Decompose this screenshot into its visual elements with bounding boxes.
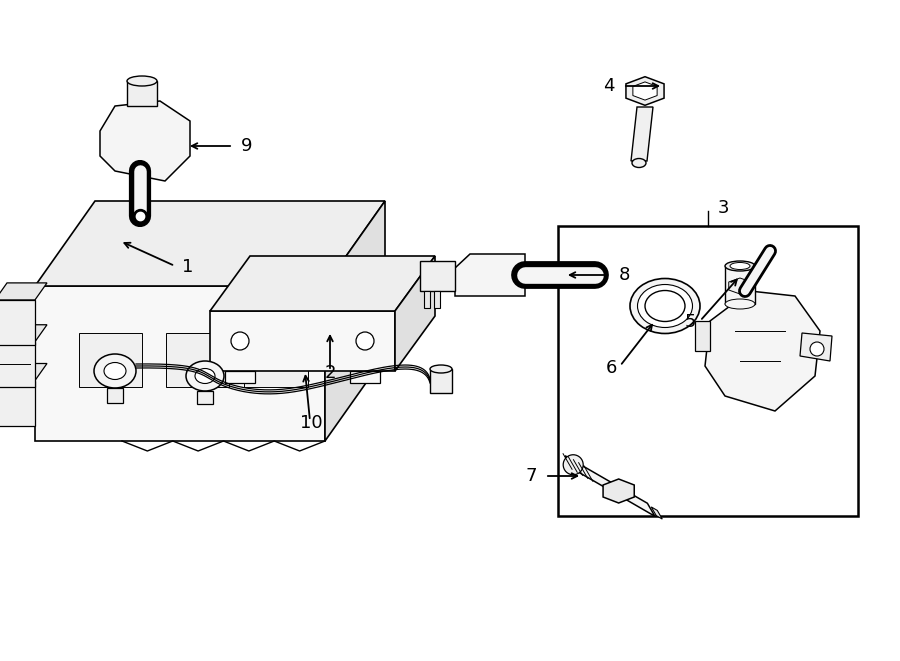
Text: 2: 2 bbox=[324, 364, 336, 382]
Bar bbox=[558, 226, 858, 516]
Circle shape bbox=[585, 265, 605, 285]
Ellipse shape bbox=[645, 290, 685, 321]
Text: 4: 4 bbox=[603, 77, 615, 95]
Text: 1: 1 bbox=[182, 258, 194, 276]
Polygon shape bbox=[729, 278, 751, 294]
Polygon shape bbox=[35, 286, 325, 441]
Polygon shape bbox=[0, 342, 35, 387]
Polygon shape bbox=[325, 201, 385, 441]
Polygon shape bbox=[0, 381, 35, 426]
Polygon shape bbox=[631, 107, 653, 161]
Text: 3: 3 bbox=[717, 199, 729, 217]
Circle shape bbox=[356, 332, 374, 350]
Polygon shape bbox=[705, 291, 820, 411]
Polygon shape bbox=[78, 332, 142, 387]
Polygon shape bbox=[695, 321, 710, 351]
Polygon shape bbox=[210, 256, 435, 311]
Text: 9: 9 bbox=[241, 137, 253, 155]
Text: 6: 6 bbox=[606, 358, 617, 377]
Ellipse shape bbox=[430, 365, 452, 373]
Polygon shape bbox=[633, 82, 657, 100]
Text: 10: 10 bbox=[300, 414, 323, 432]
Ellipse shape bbox=[127, 76, 157, 86]
Text: 5: 5 bbox=[685, 313, 697, 332]
Ellipse shape bbox=[186, 361, 224, 391]
Polygon shape bbox=[424, 291, 430, 308]
Polygon shape bbox=[210, 311, 395, 371]
Polygon shape bbox=[420, 261, 455, 291]
Polygon shape bbox=[395, 256, 435, 371]
Ellipse shape bbox=[730, 262, 750, 270]
Polygon shape bbox=[197, 391, 213, 404]
Ellipse shape bbox=[725, 261, 755, 271]
Ellipse shape bbox=[637, 284, 692, 327]
Text: 8: 8 bbox=[618, 266, 630, 284]
Polygon shape bbox=[350, 371, 380, 383]
Circle shape bbox=[810, 342, 824, 356]
Circle shape bbox=[563, 455, 583, 475]
Polygon shape bbox=[225, 371, 255, 383]
Polygon shape bbox=[626, 77, 664, 105]
Ellipse shape bbox=[104, 362, 126, 379]
Polygon shape bbox=[166, 332, 230, 387]
Polygon shape bbox=[100, 101, 190, 181]
Polygon shape bbox=[565, 455, 655, 516]
Ellipse shape bbox=[632, 159, 646, 167]
Polygon shape bbox=[0, 325, 47, 342]
Polygon shape bbox=[652, 507, 662, 519]
Polygon shape bbox=[725, 266, 755, 304]
Circle shape bbox=[231, 332, 249, 350]
Polygon shape bbox=[0, 300, 35, 345]
Ellipse shape bbox=[630, 278, 700, 334]
Polygon shape bbox=[434, 291, 440, 308]
Polygon shape bbox=[603, 479, 634, 503]
Polygon shape bbox=[455, 254, 525, 296]
Ellipse shape bbox=[195, 368, 215, 383]
Ellipse shape bbox=[725, 299, 755, 309]
Polygon shape bbox=[244, 332, 308, 387]
Polygon shape bbox=[127, 81, 157, 106]
Ellipse shape bbox=[94, 354, 136, 388]
Polygon shape bbox=[107, 388, 123, 403]
Polygon shape bbox=[0, 283, 47, 300]
Polygon shape bbox=[430, 369, 452, 393]
Polygon shape bbox=[35, 201, 385, 286]
Polygon shape bbox=[0, 364, 47, 381]
Text: 7: 7 bbox=[526, 467, 536, 485]
Polygon shape bbox=[800, 333, 832, 361]
